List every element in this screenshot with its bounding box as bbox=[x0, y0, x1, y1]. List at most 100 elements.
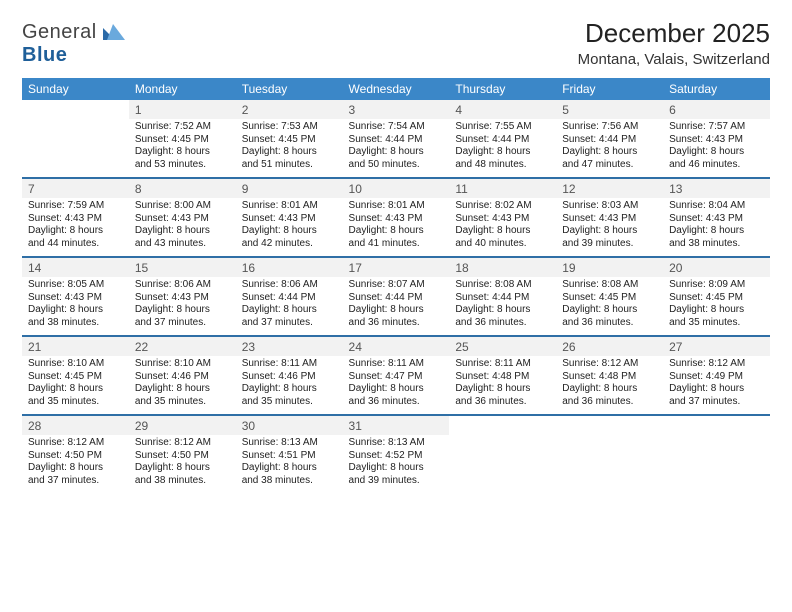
day-cell: 21Sunrise: 8:10 AMSunset: 4:45 PMDayligh… bbox=[22, 336, 129, 415]
day-cell: 13Sunrise: 8:04 AMSunset: 4:43 PMDayligh… bbox=[663, 178, 770, 257]
day-cell: 9Sunrise: 8:01 AMSunset: 4:43 PMDaylight… bbox=[236, 178, 343, 257]
day-content: Sunrise: 8:10 AMSunset: 4:45 PMDaylight:… bbox=[22, 356, 129, 414]
day-number: 28 bbox=[22, 416, 129, 435]
day-cell: 20Sunrise: 8:09 AMSunset: 4:45 PMDayligh… bbox=[663, 257, 770, 336]
day-line: and 37 minutes. bbox=[669, 396, 764, 409]
day-line: Daylight: 8 hours bbox=[349, 146, 444, 159]
day-content: Sunrise: 8:13 AMSunset: 4:51 PMDaylight:… bbox=[236, 435, 343, 493]
day-number: 14 bbox=[22, 258, 129, 277]
day-line: Sunrise: 8:11 AM bbox=[349, 358, 444, 371]
day-line: and 37 minutes. bbox=[28, 475, 123, 488]
day-number: 24 bbox=[343, 337, 450, 356]
day-line: Sunset: 4:43 PM bbox=[455, 213, 550, 226]
day-content: Sunrise: 8:05 AMSunset: 4:43 PMDaylight:… bbox=[22, 277, 129, 335]
day-content: Sunrise: 8:08 AMSunset: 4:44 PMDaylight:… bbox=[449, 277, 556, 335]
day-number: 25 bbox=[449, 337, 556, 356]
day-line: and 38 minutes. bbox=[135, 475, 230, 488]
day-line: and 35 minutes. bbox=[242, 396, 337, 409]
day-line: Sunset: 4:45 PM bbox=[135, 134, 230, 147]
day-cell: 17Sunrise: 8:07 AMSunset: 4:44 PMDayligh… bbox=[343, 257, 450, 336]
day-line: and 38 minutes. bbox=[28, 317, 123, 330]
day-content: Sunrise: 8:01 AMSunset: 4:43 PMDaylight:… bbox=[236, 198, 343, 256]
day-content: Sunrise: 8:01 AMSunset: 4:43 PMDaylight:… bbox=[343, 198, 450, 256]
day-content: Sunrise: 8:11 AMSunset: 4:48 PMDaylight:… bbox=[449, 356, 556, 414]
day-content bbox=[449, 421, 556, 463]
day-line: Daylight: 8 hours bbox=[562, 304, 657, 317]
day-content: Sunrise: 7:52 AMSunset: 4:45 PMDaylight:… bbox=[129, 119, 236, 177]
day-line: and 39 minutes. bbox=[349, 475, 444, 488]
day-cell: 30Sunrise: 8:13 AMSunset: 4:51 PMDayligh… bbox=[236, 415, 343, 493]
day-cell: 11Sunrise: 8:02 AMSunset: 4:43 PMDayligh… bbox=[449, 178, 556, 257]
day-line: Sunrise: 8:07 AM bbox=[349, 279, 444, 292]
day-number: 6 bbox=[663, 100, 770, 119]
day-number: 16 bbox=[236, 258, 343, 277]
day-line: Sunrise: 7:59 AM bbox=[28, 200, 123, 213]
day-line: Sunrise: 7:56 AM bbox=[562, 121, 657, 134]
day-line: and 36 minutes. bbox=[455, 317, 550, 330]
day-line: Sunrise: 8:06 AM bbox=[135, 279, 230, 292]
day-cell bbox=[22, 100, 129, 178]
page-title: December 2025 bbox=[578, 18, 770, 49]
dow-monday: Monday bbox=[129, 78, 236, 100]
day-cell bbox=[556, 415, 663, 493]
day-line: Sunrise: 8:12 AM bbox=[28, 437, 123, 450]
location-text: Montana, Valais, Switzerland bbox=[578, 51, 770, 68]
day-content: Sunrise: 8:03 AMSunset: 4:43 PMDaylight:… bbox=[556, 198, 663, 256]
day-line: and 35 minutes. bbox=[135, 396, 230, 409]
day-content: Sunrise: 8:12 AMSunset: 4:49 PMDaylight:… bbox=[663, 356, 770, 414]
day-line: Sunrise: 8:09 AM bbox=[669, 279, 764, 292]
day-line: and 35 minutes. bbox=[28, 396, 123, 409]
header: General Blue December 2025 Montana, Vala… bbox=[22, 18, 770, 68]
day-line: Sunset: 4:43 PM bbox=[28, 213, 123, 226]
day-line: Sunrise: 8:11 AM bbox=[242, 358, 337, 371]
logo-word-general: General bbox=[22, 21, 97, 43]
day-line: Daylight: 8 hours bbox=[242, 383, 337, 396]
day-line: and 38 minutes. bbox=[242, 475, 337, 488]
day-line: and 37 minutes. bbox=[242, 317, 337, 330]
day-line: Sunrise: 8:12 AM bbox=[135, 437, 230, 450]
week-row: 7Sunrise: 7:59 AMSunset: 4:43 PMDaylight… bbox=[22, 178, 770, 257]
day-number: 30 bbox=[236, 416, 343, 435]
day-line: Daylight: 8 hours bbox=[242, 225, 337, 238]
day-line: Sunset: 4:50 PM bbox=[28, 450, 123, 463]
day-line: and 50 minutes. bbox=[349, 159, 444, 172]
day-line: Sunrise: 8:03 AM bbox=[562, 200, 657, 213]
day-line: Sunrise: 8:02 AM bbox=[455, 200, 550, 213]
day-cell: 7Sunrise: 7:59 AMSunset: 4:43 PMDaylight… bbox=[22, 178, 129, 257]
title-block: December 2025 Montana, Valais, Switzerla… bbox=[578, 18, 770, 68]
day-line: Daylight: 8 hours bbox=[28, 304, 123, 317]
calendar-page: General Blue December 2025 Montana, Vala… bbox=[0, 0, 792, 503]
dow-sunday: Sunday bbox=[22, 78, 129, 100]
day-line: Sunrise: 7:57 AM bbox=[669, 121, 764, 134]
day-content: Sunrise: 7:54 AMSunset: 4:44 PMDaylight:… bbox=[343, 119, 450, 177]
day-line: Daylight: 8 hours bbox=[135, 304, 230, 317]
day-number: 12 bbox=[556, 179, 663, 198]
day-content: Sunrise: 8:04 AMSunset: 4:43 PMDaylight:… bbox=[663, 198, 770, 256]
day-line: Sunset: 4:43 PM bbox=[135, 292, 230, 305]
day-line: Sunset: 4:44 PM bbox=[455, 292, 550, 305]
day-number: 26 bbox=[556, 337, 663, 356]
day-line: Sunrise: 7:52 AM bbox=[135, 121, 230, 134]
week-row: 28Sunrise: 8:12 AMSunset: 4:50 PMDayligh… bbox=[22, 415, 770, 493]
day-line: Sunrise: 8:10 AM bbox=[28, 358, 123, 371]
day-line: Sunset: 4:43 PM bbox=[562, 213, 657, 226]
day-line: Sunrise: 8:00 AM bbox=[135, 200, 230, 213]
day-line: and 39 minutes. bbox=[562, 238, 657, 251]
dow-saturday: Saturday bbox=[663, 78, 770, 100]
day-cell: 5Sunrise: 7:56 AMSunset: 4:44 PMDaylight… bbox=[556, 100, 663, 178]
day-line: Sunrise: 8:13 AM bbox=[349, 437, 444, 450]
day-line: Sunset: 4:44 PM bbox=[242, 292, 337, 305]
day-line: Daylight: 8 hours bbox=[562, 383, 657, 396]
week-row: 21Sunrise: 8:10 AMSunset: 4:45 PMDayligh… bbox=[22, 336, 770, 415]
day-line: and 53 minutes. bbox=[135, 159, 230, 172]
day-number: 21 bbox=[22, 337, 129, 356]
day-cell: 25Sunrise: 8:11 AMSunset: 4:48 PMDayligh… bbox=[449, 336, 556, 415]
day-line: Sunset: 4:43 PM bbox=[669, 134, 764, 147]
day-line: Sunset: 4:46 PM bbox=[135, 371, 230, 384]
day-cell: 10Sunrise: 8:01 AMSunset: 4:43 PMDayligh… bbox=[343, 178, 450, 257]
day-number: 18 bbox=[449, 258, 556, 277]
day-number: 23 bbox=[236, 337, 343, 356]
day-number: 5 bbox=[556, 100, 663, 119]
day-line: Daylight: 8 hours bbox=[28, 225, 123, 238]
day-line: and 38 minutes. bbox=[669, 238, 764, 251]
